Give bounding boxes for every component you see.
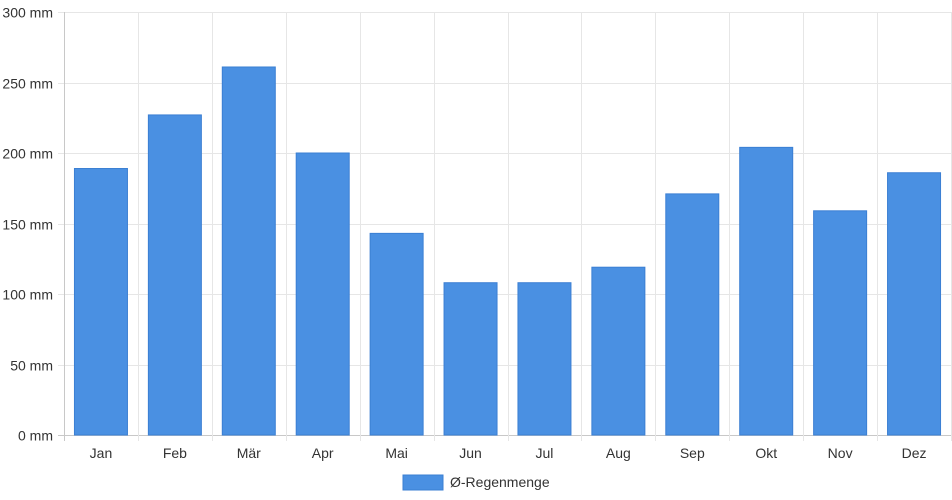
x-tick-label: Jun bbox=[459, 445, 482, 461]
bar-apr[interactable] bbox=[295, 152, 350, 436]
x-tick-label: Mai bbox=[385, 445, 408, 461]
x-tick-label: Okt bbox=[755, 445, 777, 461]
y-tick-label: 250 mm bbox=[2, 76, 53, 92]
x-tick-label: Aug bbox=[606, 445, 631, 461]
y-tick-label: 0 mm bbox=[18, 428, 53, 444]
y-tick-label: 50 mm bbox=[10, 358, 53, 374]
x-tick-label: Apr bbox=[312, 445, 334, 461]
grid-layer bbox=[58, 12, 952, 441]
y-tick-label: 300 mm bbox=[2, 5, 53, 21]
x-tick-label: Feb bbox=[163, 445, 187, 461]
x-tick-label: Nov bbox=[828, 445, 853, 461]
bar-mai[interactable] bbox=[369, 232, 424, 436]
bar-nov[interactable] bbox=[813, 210, 868, 436]
y-tick-label: 150 mm bbox=[2, 217, 53, 233]
x-tick-label: Mär bbox=[237, 445, 261, 461]
bar-aug[interactable] bbox=[591, 266, 646, 436]
bar-feb[interactable] bbox=[147, 114, 202, 436]
y-tick-label: 200 mm bbox=[2, 146, 53, 162]
bar-okt[interactable] bbox=[739, 146, 794, 436]
bar-dez[interactable] bbox=[887, 172, 942, 436]
legend-swatch[interactable] bbox=[402, 474, 444, 491]
x-tick-label: Dez bbox=[902, 445, 927, 461]
legend-label[interactable]: Ø-Regenmenge bbox=[450, 474, 550, 490]
y-tick-label: 100 mm bbox=[2, 287, 53, 303]
bar-sep[interactable] bbox=[665, 193, 720, 436]
legend[interactable]: Ø-Regenmenge bbox=[402, 474, 550, 491]
bars-layer bbox=[73, 66, 942, 436]
bar-jul[interactable] bbox=[517, 282, 572, 436]
bar-jan[interactable] bbox=[73, 168, 128, 436]
x-tick-label: Jan bbox=[90, 445, 113, 461]
bar-jun[interactable] bbox=[443, 282, 498, 436]
axis-layer: 0 mm 50 mm 100 mm 150 mm 200 mm 250 mm 300 mm J… bbox=[2, 5, 926, 462]
x-tick-label: Sep bbox=[680, 445, 705, 461]
bar-mär[interactable] bbox=[221, 66, 276, 436]
x-tick-label: Jul bbox=[536, 445, 554, 461]
